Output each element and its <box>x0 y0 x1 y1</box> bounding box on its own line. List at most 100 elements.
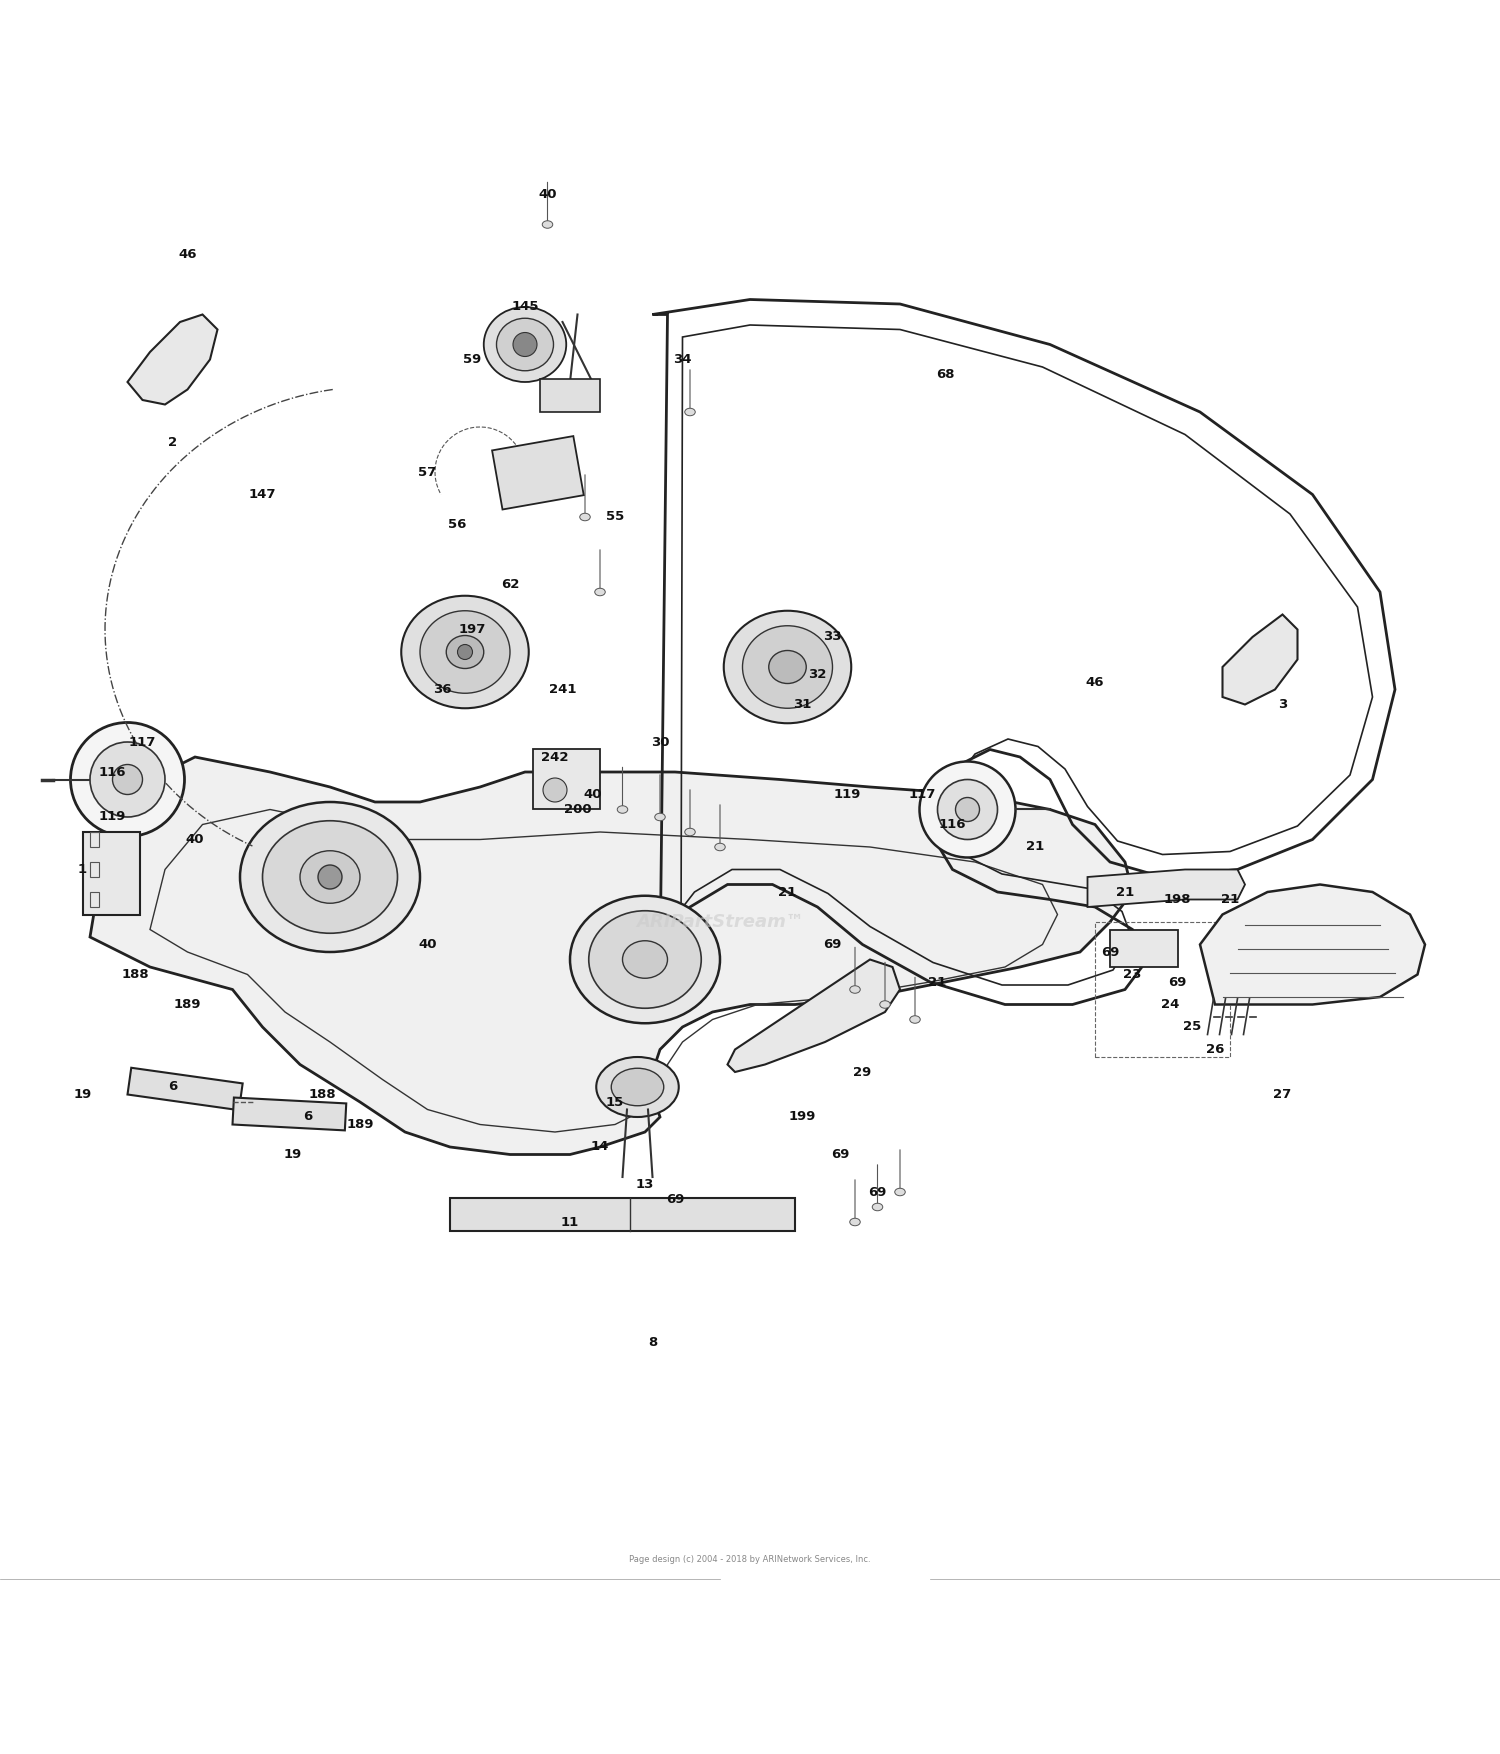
Polygon shape <box>1088 870 1245 907</box>
Ellipse shape <box>618 805 627 814</box>
Ellipse shape <box>240 802 420 952</box>
Text: 119: 119 <box>834 788 861 802</box>
Text: 189: 189 <box>174 998 201 1010</box>
Text: 3: 3 <box>1278 698 1287 710</box>
Ellipse shape <box>483 307 567 382</box>
Text: 69: 69 <box>831 1149 849 1161</box>
Text: 2: 2 <box>168 435 177 449</box>
Bar <box>90 831 99 847</box>
Ellipse shape <box>596 1058 678 1117</box>
Text: 30: 30 <box>651 735 669 749</box>
Ellipse shape <box>570 896 720 1023</box>
Text: 116: 116 <box>99 765 126 779</box>
Ellipse shape <box>879 1002 891 1009</box>
Circle shape <box>318 865 342 889</box>
Bar <box>450 1198 795 1231</box>
Ellipse shape <box>714 844 726 851</box>
Text: 40: 40 <box>419 938 436 951</box>
Text: 8: 8 <box>648 1335 657 1349</box>
Ellipse shape <box>742 626 833 709</box>
Text: 241: 241 <box>549 682 576 696</box>
Circle shape <box>920 761 1016 858</box>
Ellipse shape <box>262 821 398 933</box>
Bar <box>1095 923 1230 1058</box>
Text: 11: 11 <box>561 1216 579 1228</box>
Ellipse shape <box>579 514 590 521</box>
Polygon shape <box>1110 930 1178 966</box>
Text: Page design (c) 2004 - 2018 by ARINetwork Services, Inc.: Page design (c) 2004 - 2018 by ARINetwor… <box>628 1556 872 1565</box>
Text: 32: 32 <box>808 668 826 681</box>
Ellipse shape <box>447 635 483 668</box>
Circle shape <box>938 779 998 840</box>
Text: 40: 40 <box>584 788 602 802</box>
Text: 27: 27 <box>1274 1087 1292 1102</box>
Text: 21: 21 <box>1221 893 1239 907</box>
Bar <box>232 1098 346 1130</box>
Text: 117: 117 <box>129 735 156 749</box>
Ellipse shape <box>420 610 510 693</box>
Bar <box>492 437 584 509</box>
Text: 59: 59 <box>464 353 482 367</box>
Ellipse shape <box>654 814 666 821</box>
Text: 242: 242 <box>542 751 568 763</box>
Text: 200: 200 <box>564 803 591 816</box>
Text: 21: 21 <box>1026 840 1044 854</box>
Text: 69: 69 <box>824 938 842 951</box>
Text: 189: 189 <box>346 1117 374 1131</box>
Text: 188: 188 <box>122 968 148 980</box>
Text: 116: 116 <box>939 817 966 831</box>
Text: 15: 15 <box>606 1096 624 1109</box>
Ellipse shape <box>684 409 694 416</box>
Circle shape <box>458 644 472 660</box>
Text: 57: 57 <box>419 465 436 479</box>
Text: 117: 117 <box>909 788 936 802</box>
Bar <box>82 831 140 914</box>
Circle shape <box>543 779 567 802</box>
Text: 40: 40 <box>186 833 204 845</box>
Ellipse shape <box>909 1016 920 1023</box>
Ellipse shape <box>612 1068 663 1105</box>
Polygon shape <box>1200 884 1425 1005</box>
Text: 62: 62 <box>501 579 519 591</box>
Text: ARIPartStream™: ARIPartStream™ <box>636 914 804 931</box>
Circle shape <box>112 765 142 795</box>
Text: 46: 46 <box>1086 675 1104 689</box>
Ellipse shape <box>849 986 859 993</box>
Ellipse shape <box>564 791 576 798</box>
Text: 23: 23 <box>1124 968 1142 980</box>
Text: 46: 46 <box>178 247 196 261</box>
Text: 56: 56 <box>448 517 466 531</box>
Text: 1: 1 <box>78 863 87 875</box>
Circle shape <box>956 798 980 821</box>
Text: 55: 55 <box>606 510 624 523</box>
Bar <box>540 379 600 412</box>
Text: 147: 147 <box>249 488 276 502</box>
Bar <box>90 893 99 907</box>
Text: 33: 33 <box>824 630 842 644</box>
Text: 13: 13 <box>636 1179 654 1191</box>
Circle shape <box>70 723 184 837</box>
Text: 21: 21 <box>928 975 946 989</box>
Text: 69: 69 <box>666 1193 684 1207</box>
Text: 69: 69 <box>868 1186 886 1198</box>
Polygon shape <box>90 758 1132 1154</box>
Text: 21: 21 <box>778 886 796 898</box>
Ellipse shape <box>873 1203 882 1210</box>
Ellipse shape <box>684 828 694 835</box>
Text: 31: 31 <box>794 698 812 710</box>
Ellipse shape <box>496 317 554 370</box>
Text: 68: 68 <box>936 368 954 381</box>
Text: 199: 199 <box>789 1110 816 1124</box>
Ellipse shape <box>768 651 807 684</box>
Text: 6: 6 <box>303 1110 312 1124</box>
Text: 19: 19 <box>74 1087 92 1102</box>
Polygon shape <box>728 959 900 1072</box>
Ellipse shape <box>622 940 668 979</box>
Text: 145: 145 <box>512 300 538 314</box>
Text: 34: 34 <box>674 353 692 367</box>
Polygon shape <box>128 314 218 405</box>
Text: 36: 36 <box>433 682 451 696</box>
Text: 198: 198 <box>1164 893 1191 907</box>
Text: 188: 188 <box>309 1087 336 1102</box>
Ellipse shape <box>849 1219 859 1226</box>
